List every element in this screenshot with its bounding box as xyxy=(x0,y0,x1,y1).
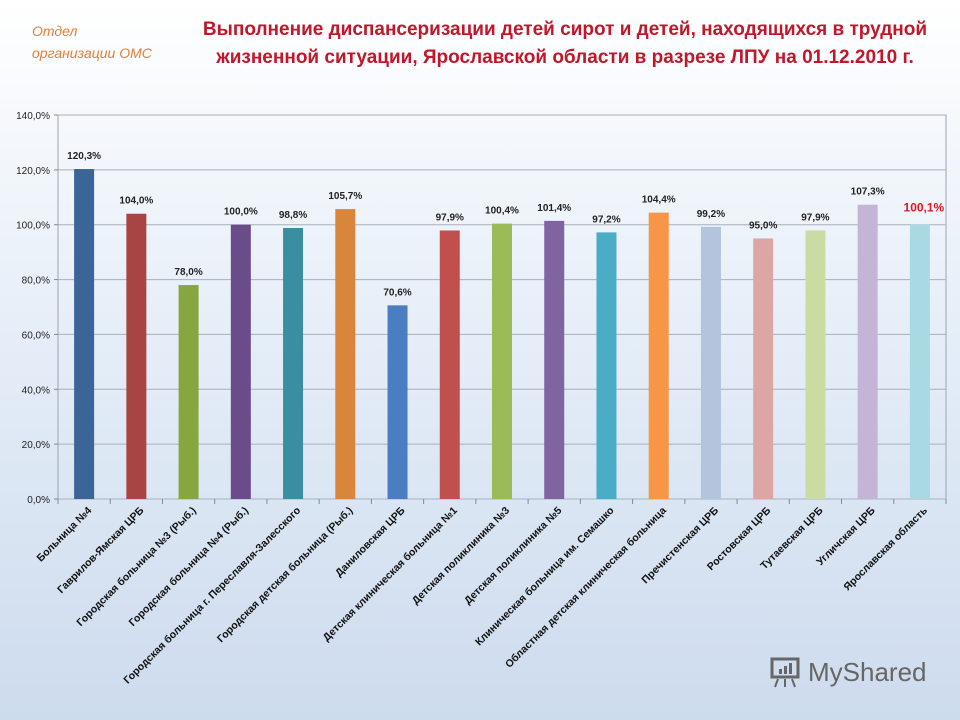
x-tick-label: Городская больница г. Переславля-Залесск… xyxy=(121,505,303,687)
bar xyxy=(387,305,408,499)
bar xyxy=(492,223,512,500)
data-label: 98,8% xyxy=(279,210,307,221)
y-tick-label: 140,0% xyxy=(16,111,50,122)
data-label: 104,4% xyxy=(642,195,676,206)
y-tick-label: 20,0% xyxy=(22,440,50,451)
x-tick-label: Ярославская область xyxy=(841,504,930,593)
bar xyxy=(230,224,251,499)
y-tick-label: 0,0% xyxy=(27,495,50,506)
bar xyxy=(178,285,199,499)
data-label: 97,9% xyxy=(801,212,829,223)
y-tick-label: 100,0% xyxy=(16,221,50,232)
x-tick-label: Гаврилов-Ямская ЦРБ xyxy=(55,504,147,596)
x-tick-label: Детская поликлиника №3 xyxy=(410,505,512,607)
data-label: 99,2% xyxy=(697,209,725,220)
bar xyxy=(857,204,878,500)
data-label: 100,0% xyxy=(224,207,258,218)
data-label: 100,4% xyxy=(485,206,519,217)
y-tick-label: 60,0% xyxy=(22,330,50,341)
org-line-1: Отдел xyxy=(32,23,78,39)
chart-title: Выполнение диспансеризации детей сирот и… xyxy=(202,19,928,68)
org-line-2: организации ОМС xyxy=(32,45,152,61)
bar xyxy=(596,232,617,499)
bar xyxy=(753,238,774,499)
x-tick-label: Больница №4 xyxy=(34,505,94,565)
bar xyxy=(700,226,721,499)
y-tick-label: 120,0% xyxy=(16,166,50,177)
watermark-logo: MyShared xyxy=(768,655,927,689)
bar xyxy=(283,228,304,499)
data-label: 78,0% xyxy=(174,267,202,278)
bar xyxy=(335,209,356,499)
data-label: 97,9% xyxy=(436,212,464,223)
org-label: Отдел организации ОМС xyxy=(32,20,152,64)
data-label: 107,3% xyxy=(851,187,885,198)
watermark-text: MyShared xyxy=(808,656,927,687)
bar xyxy=(648,212,669,499)
y-tick-label: 80,0% xyxy=(22,276,50,287)
data-label: 100,1% xyxy=(904,200,945,214)
data-label: 97,2% xyxy=(592,214,620,225)
bar xyxy=(74,169,95,499)
presentation-icon xyxy=(770,657,800,688)
bar xyxy=(544,220,565,500)
data-label: 104,0% xyxy=(119,196,153,207)
data-label: 120,3% xyxy=(67,151,101,162)
bar xyxy=(805,230,826,499)
data-label: 101,4% xyxy=(537,203,571,214)
x-tick-label: Детская поликлиника №5 xyxy=(462,505,564,607)
data-label: 95,0% xyxy=(749,220,777,231)
data-label: 105,7% xyxy=(328,191,362,202)
bar xyxy=(909,224,930,499)
y-tick-label: 40,0% xyxy=(22,385,50,396)
bar xyxy=(126,213,147,499)
bar xyxy=(439,230,460,499)
data-label: 70,6% xyxy=(383,287,411,298)
